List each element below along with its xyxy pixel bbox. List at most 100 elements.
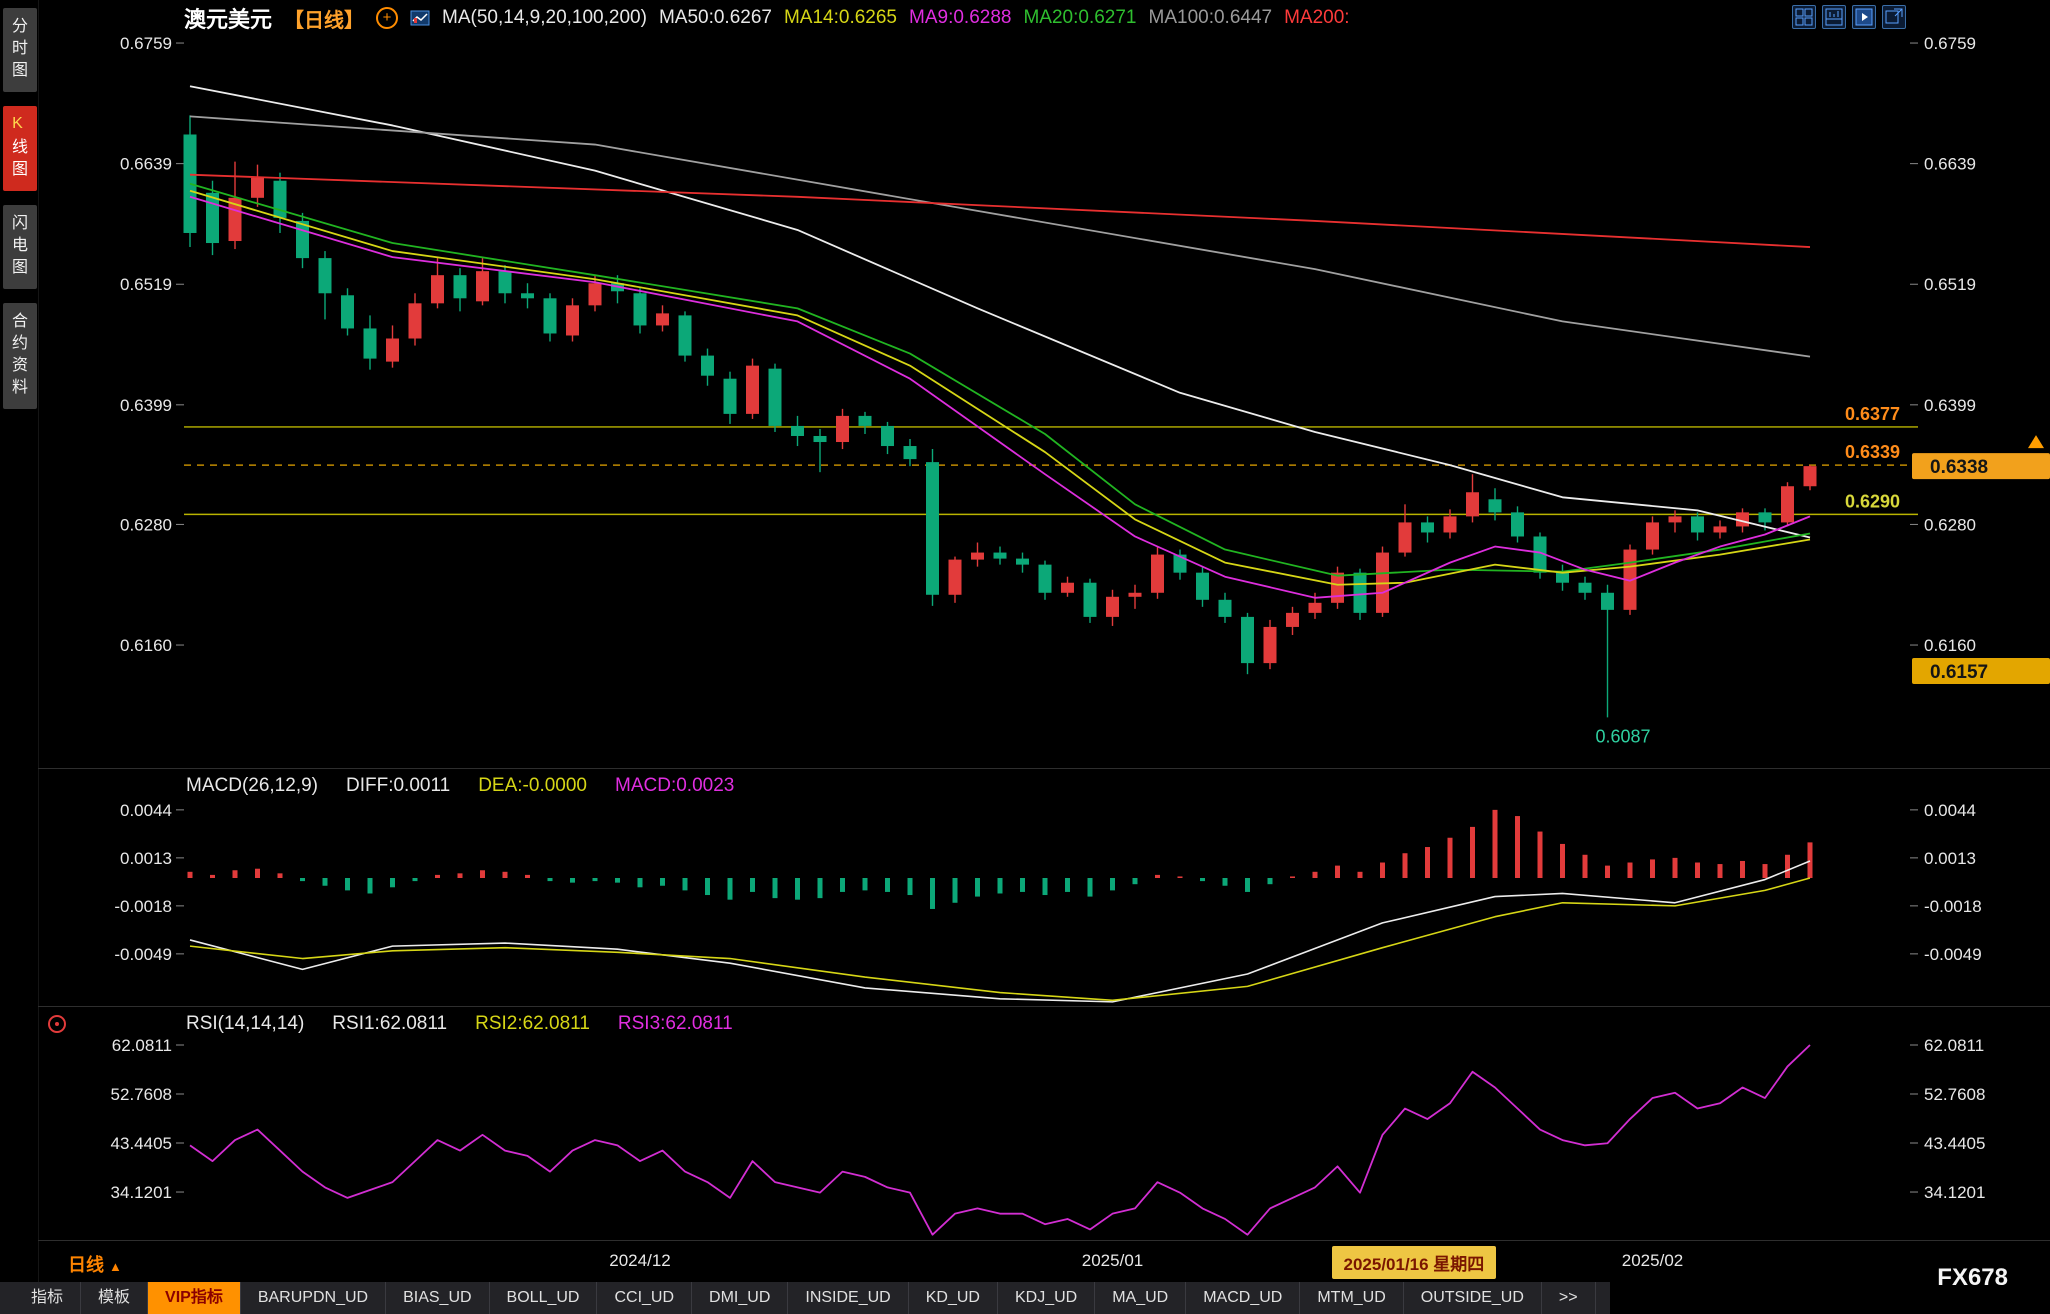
timeframe-selector[interactable]: 日线 ▲ [68, 1251, 122, 1277]
ma-line-MA200 [189, 173, 1811, 248]
chart-header: 澳元美元 【日线】 MA(50,14,9,20,100,200) MA50:0.… [38, 0, 2050, 36]
ma14-value: MA14:0.6265 [783, 7, 897, 28]
ma200-value: MA200: [1284, 7, 1350, 28]
macd-panel: MACD(26,12,9) DIFF:0.0011 DEA:-0.0000 MA… [38, 768, 2050, 1006]
rsi-chart[interactable]: 62.0811 62.0811 52.7608 52.7608 43.4405 43.44… [38, 1007, 2050, 1241]
sidebar-item-lightning-chart[interactable]: 闪电图 [3, 205, 37, 289]
footer-tab-2[interactable]: VIP指标 [148, 1282, 241, 1314]
svg-text:-0.0018: -0.0018 [114, 897, 172, 916]
chart-style-icon[interactable] [410, 8, 430, 28]
svg-text:43.4405: 43.4405 [1924, 1134, 1985, 1153]
left-sidebar: 分时图 K线图 闪电图 合约资料 [0, 0, 39, 1282]
svg-text:43.4405: 43.4405 [111, 1134, 172, 1153]
sidebar-item-contract-info[interactable]: 合约资料 [3, 303, 37, 409]
ma20-value: MA20:0.6271 [1023, 7, 1137, 28]
indicator-tab-bar: 指标 模板 VIP指标 BARUPDN_UD BIAS_UD BOLL_UD CCI_UD D… [0, 1282, 2050, 1314]
svg-text:0.6519: 0.6519 [120, 275, 172, 294]
svg-text:-0.0018: -0.0018 [1924, 897, 1982, 916]
ma9-value: MA9:0.6288 [909, 7, 1012, 28]
footer-tab-7[interactable]: DMI_UD [692, 1282, 789, 1314]
dropdown-arrow-icon: ▲ [109, 1259, 122, 1274]
circle-plus-icon[interactable] [376, 7, 399, 29]
footer-tab-8[interactable]: INSIDE_UD [788, 1282, 909, 1314]
footer-tab-11[interactable]: MA_UD [1095, 1282, 1187, 1314]
footer-tab-5[interactable]: BOLL_UD [490, 1282, 598, 1314]
svg-text:0.6160: 0.6160 [1924, 636, 1976, 655]
low-price-box [1912, 658, 2050, 685]
macd-chart[interactable]: 0.0044 0.0044 0.0013 0.0013 -0.0018 -0.0018 -0… [38, 769, 2050, 1007]
macd-line-DEA [189, 877, 1811, 1002]
svg-text:0.6280: 0.6280 [1924, 515, 1976, 534]
ma100-value: MA100:0.6447 [1148, 7, 1273, 28]
rsi-panel: RSI(14,14,14) RSI1:62.0811 RSI2:62.0811 … [38, 1006, 2050, 1240]
svg-text:-0.0049: -0.0049 [114, 945, 172, 964]
playback-icon[interactable] [1852, 5, 1876, 29]
footer-tab-0[interactable]: 指标 [14, 1282, 82, 1314]
sidebar-item-label: 合约资料 [9, 312, 26, 400]
svg-text:0.6759: 0.6759 [120, 36, 172, 53]
split-pane-icon[interactable] [1822, 5, 1846, 29]
indicator-marker-icon[interactable] [48, 1015, 66, 1033]
footer-tab-10[interactable]: KDJ_UD [998, 1282, 1096, 1314]
grid-layout-icon[interactable] [1792, 5, 1816, 29]
svg-text:0.6399: 0.6399 [1924, 396, 1976, 415]
svg-text:0.6639: 0.6639 [1924, 155, 1976, 174]
x-axis-label: 2025/01 [1081, 1251, 1144, 1270]
time-axis: 日线 ▲ 2025/01/16 星期四 2024/12 2025/01 2025/0… [38, 1240, 2050, 1282]
level-label: 0.6339 [1845, 442, 1900, 462]
footer-tab-1[interactable]: 模板 [81, 1282, 149, 1314]
ma-line-MA14 [189, 189, 1811, 586]
indicator-tabs: 指标 模板 VIP指标 BARUPDN_UD BIAS_UD BOLL_UD CCI_UD D… [0, 1282, 1610, 1314]
svg-text:0.6759: 0.6759 [1924, 36, 1976, 53]
macd-line-DIFF [189, 860, 1811, 1003]
x-axis-label: 2025/02 [1621, 1251, 1684, 1270]
svg-text:-0.0049: -0.0049 [1924, 945, 1982, 964]
svg-text:0.0013: 0.0013 [1924, 849, 1976, 868]
svg-text:0.0013: 0.0013 [120, 849, 172, 868]
footer-tab-9[interactable]: KD_UD [909, 1282, 998, 1314]
ma-line-MA20 [189, 182, 1811, 577]
sidebar-item-label: K线图 [9, 115, 26, 182]
svg-text:52.7608: 52.7608 [111, 1085, 172, 1104]
more-indicators-button[interactable]: >> [1542, 1282, 1596, 1314]
sidebar-item-time-chart[interactable]: 分时图 [3, 8, 37, 92]
svg-text:62.0811: 62.0811 [112, 1036, 172, 1055]
price-chart-panel: 0.6759 0.6759 0.6639 0.6639 0.6519 0.6519 0.63… [38, 34, 2050, 768]
ma-settings-label: MA(50,14,9,20,100,200) [442, 7, 647, 28]
svg-text:0.0044: 0.0044 [1924, 801, 1976, 820]
timeframe-tag: 【日线】 [284, 9, 365, 32]
x-axis-label: 2024/12 [609, 1251, 671, 1270]
ma-line-MA50 [189, 85, 1811, 539]
footer-tab-13[interactable]: MTM_UD [1300, 1282, 1404, 1314]
sidebar-item-candle-chart[interactable]: K线图 [3, 106, 37, 191]
svg-text:52.7608: 52.7608 [1924, 1085, 1985, 1104]
svg-text:0.6399: 0.6399 [120, 396, 172, 415]
sidebar-item-label: 闪电图 [9, 214, 26, 280]
svg-text:62.0811: 62.0811 [1924, 1036, 1984, 1055]
svg-text:34.1201: 34.1201 [111, 1183, 172, 1202]
svg-text:0.6639: 0.6639 [120, 155, 172, 174]
timeframe-label: 日线 [68, 1255, 104, 1275]
footer-tab-4[interactable]: BIAS_UD [386, 1282, 490, 1314]
header-toolbar [1792, 5, 1906, 29]
footer-tab-3[interactable]: BARUPDN_UD [241, 1282, 387, 1314]
watermark: FX678 [1937, 1264, 2008, 1291]
ma-line-MA9 [189, 195, 1811, 599]
level-label: 0.6290 [1845, 491, 1900, 511]
crosshair-date-label: 2025/01/16 星期四 [1331, 1246, 1497, 1279]
price-up-arrow-icon [2028, 435, 2044, 449]
low-annotation-label: 0.6087 [1596, 726, 1651, 746]
footer-tab-12[interactable]: MACD_UD [1186, 1282, 1301, 1314]
sidebar-item-label: 分时图 [9, 17, 26, 83]
svg-text:0.6338: 0.6338 [1930, 457, 1988, 478]
ma-line-MA100 [189, 115, 1811, 358]
svg-text:0.0044: 0.0044 [120, 801, 172, 820]
candlestick-chart[interactable]: 0.6759 0.6759 0.6639 0.6639 0.6519 0.6519 0.63… [38, 34, 2050, 768]
svg-text:34.1201: 34.1201 [1924, 1183, 1985, 1202]
symbol-name: 澳元美元 [184, 7, 273, 32]
new-window-icon[interactable] [1882, 5, 1906, 29]
footer-tab-14[interactable]: OUTSIDE_UD [1404, 1282, 1542, 1314]
svg-text:0.6157: 0.6157 [1930, 662, 1988, 683]
footer-tab-6[interactable]: CCI_UD [597, 1282, 693, 1314]
